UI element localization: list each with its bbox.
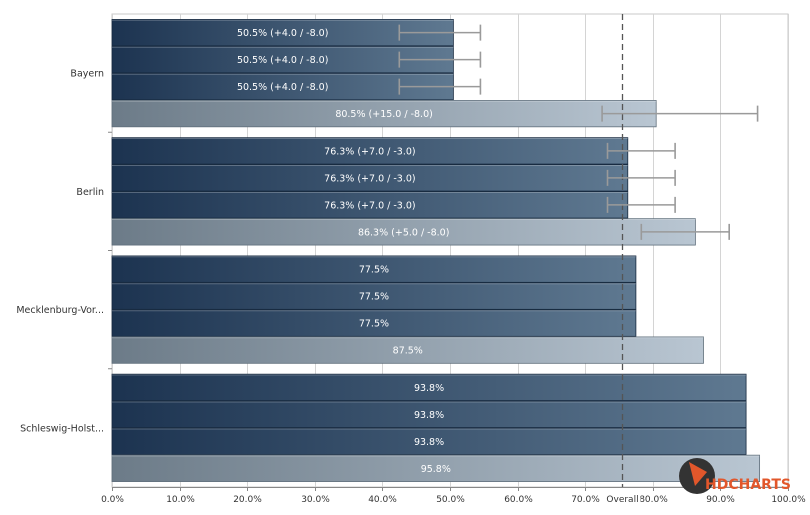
axes: Bayern Berlin Mecklenburg-Vor... Schleswig-… xyxy=(16,69,806,505)
bar-data-label: 50.5% (+4.0 / -8.0) xyxy=(237,82,328,93)
x-tick-label: 20.0% xyxy=(233,495,262,505)
logo-hd-text: HD xyxy=(705,477,728,493)
bar-data-label: 76.3% (+7.0 / -3.0) xyxy=(324,173,415,184)
category-label: Mecklenburg-Vor... xyxy=(16,305,104,316)
bar[interactable] xyxy=(111,427,747,455)
error-bar xyxy=(606,142,676,159)
error-bar xyxy=(398,24,482,41)
bar-group-0 xyxy=(111,19,657,128)
bar-data-label: 93.8% xyxy=(414,383,444,394)
error-bar xyxy=(601,105,759,122)
error-bars xyxy=(398,24,759,240)
category-label: Berlin xyxy=(76,187,104,198)
x-tick-label: 100.0% xyxy=(771,495,806,505)
x-tick-label: 10.0% xyxy=(166,495,195,505)
bar[interactable] xyxy=(111,191,629,219)
bar-data-label: 95.8% xyxy=(421,464,451,475)
hdcharts-logo: HDCHARTS xyxy=(679,458,791,494)
bar[interactable] xyxy=(111,309,637,337)
x-tick-label: 0.0% xyxy=(101,495,124,505)
bar-data-label: 87.5% xyxy=(393,346,423,357)
bar-group-2 xyxy=(111,255,704,364)
x-tick-label: 30.0% xyxy=(301,495,330,505)
error-bar xyxy=(606,196,676,213)
bar[interactable] xyxy=(111,73,454,101)
bar-series xyxy=(111,19,761,482)
reference-line-label: Overall xyxy=(606,495,638,505)
bar[interactable] xyxy=(111,19,454,47)
bar-data-label: 50.5% (+4.0 / -8.0) xyxy=(237,28,328,39)
category-label: Bayern xyxy=(70,69,104,80)
category-label: Schleswig-Holst... xyxy=(20,423,104,434)
bar-data-label: 93.8% xyxy=(414,437,444,448)
x-tick-label: 90.0% xyxy=(706,495,735,505)
bar[interactable] xyxy=(111,164,629,192)
x-tick-label: 40.0% xyxy=(368,495,397,505)
data-labels: 50.5% (+4.0 / -8.0) 50.5% (+4.0 / -8.0) 50… xyxy=(237,28,451,475)
bar[interactable] xyxy=(111,137,629,165)
logo-wordmark: HDCHARTS xyxy=(705,477,791,493)
bar[interactable] xyxy=(111,400,747,428)
x-tick-label: 70.0% xyxy=(571,495,600,505)
x-tick-label: 80.0% xyxy=(639,495,668,505)
error-bar xyxy=(398,78,482,95)
error-bar xyxy=(398,51,482,68)
x-tick-label: 50.0% xyxy=(436,495,465,505)
bar-data-label: 76.3% (+7.0 / -3.0) xyxy=(324,200,415,211)
bar-data-label: 77.5% xyxy=(359,319,389,330)
bar-data-label: 80.5% (+15.0 / -8.0) xyxy=(335,109,433,120)
bar[interactable] xyxy=(111,454,761,482)
bar[interactable] xyxy=(111,255,637,283)
bar[interactable] xyxy=(111,373,747,401)
bar-data-label: 77.5% xyxy=(359,265,389,276)
bar-data-label: 86.3% (+5.0 / -8.0) xyxy=(358,227,449,238)
bar[interactable] xyxy=(111,46,454,74)
logo-charts-text: CHARTS xyxy=(728,477,791,493)
reference-label-background xyxy=(604,493,641,505)
logo-flame-icon xyxy=(689,462,707,486)
bar-group-3 xyxy=(111,373,761,482)
bar[interactable] xyxy=(111,336,704,364)
bar-data-label: 77.5% xyxy=(359,292,389,303)
bar-data-label: 93.8% xyxy=(414,410,444,421)
error-bar xyxy=(606,169,676,186)
bar-data-label: 76.3% (+7.0 / -3.0) xyxy=(324,146,415,157)
bar[interactable] xyxy=(111,282,637,310)
error-bar xyxy=(640,223,730,240)
bar-data-label: 50.5% (+4.0 / -8.0) xyxy=(237,55,328,66)
bar-group-1 xyxy=(111,137,696,246)
x-tick-label: 60.0% xyxy=(504,495,533,505)
